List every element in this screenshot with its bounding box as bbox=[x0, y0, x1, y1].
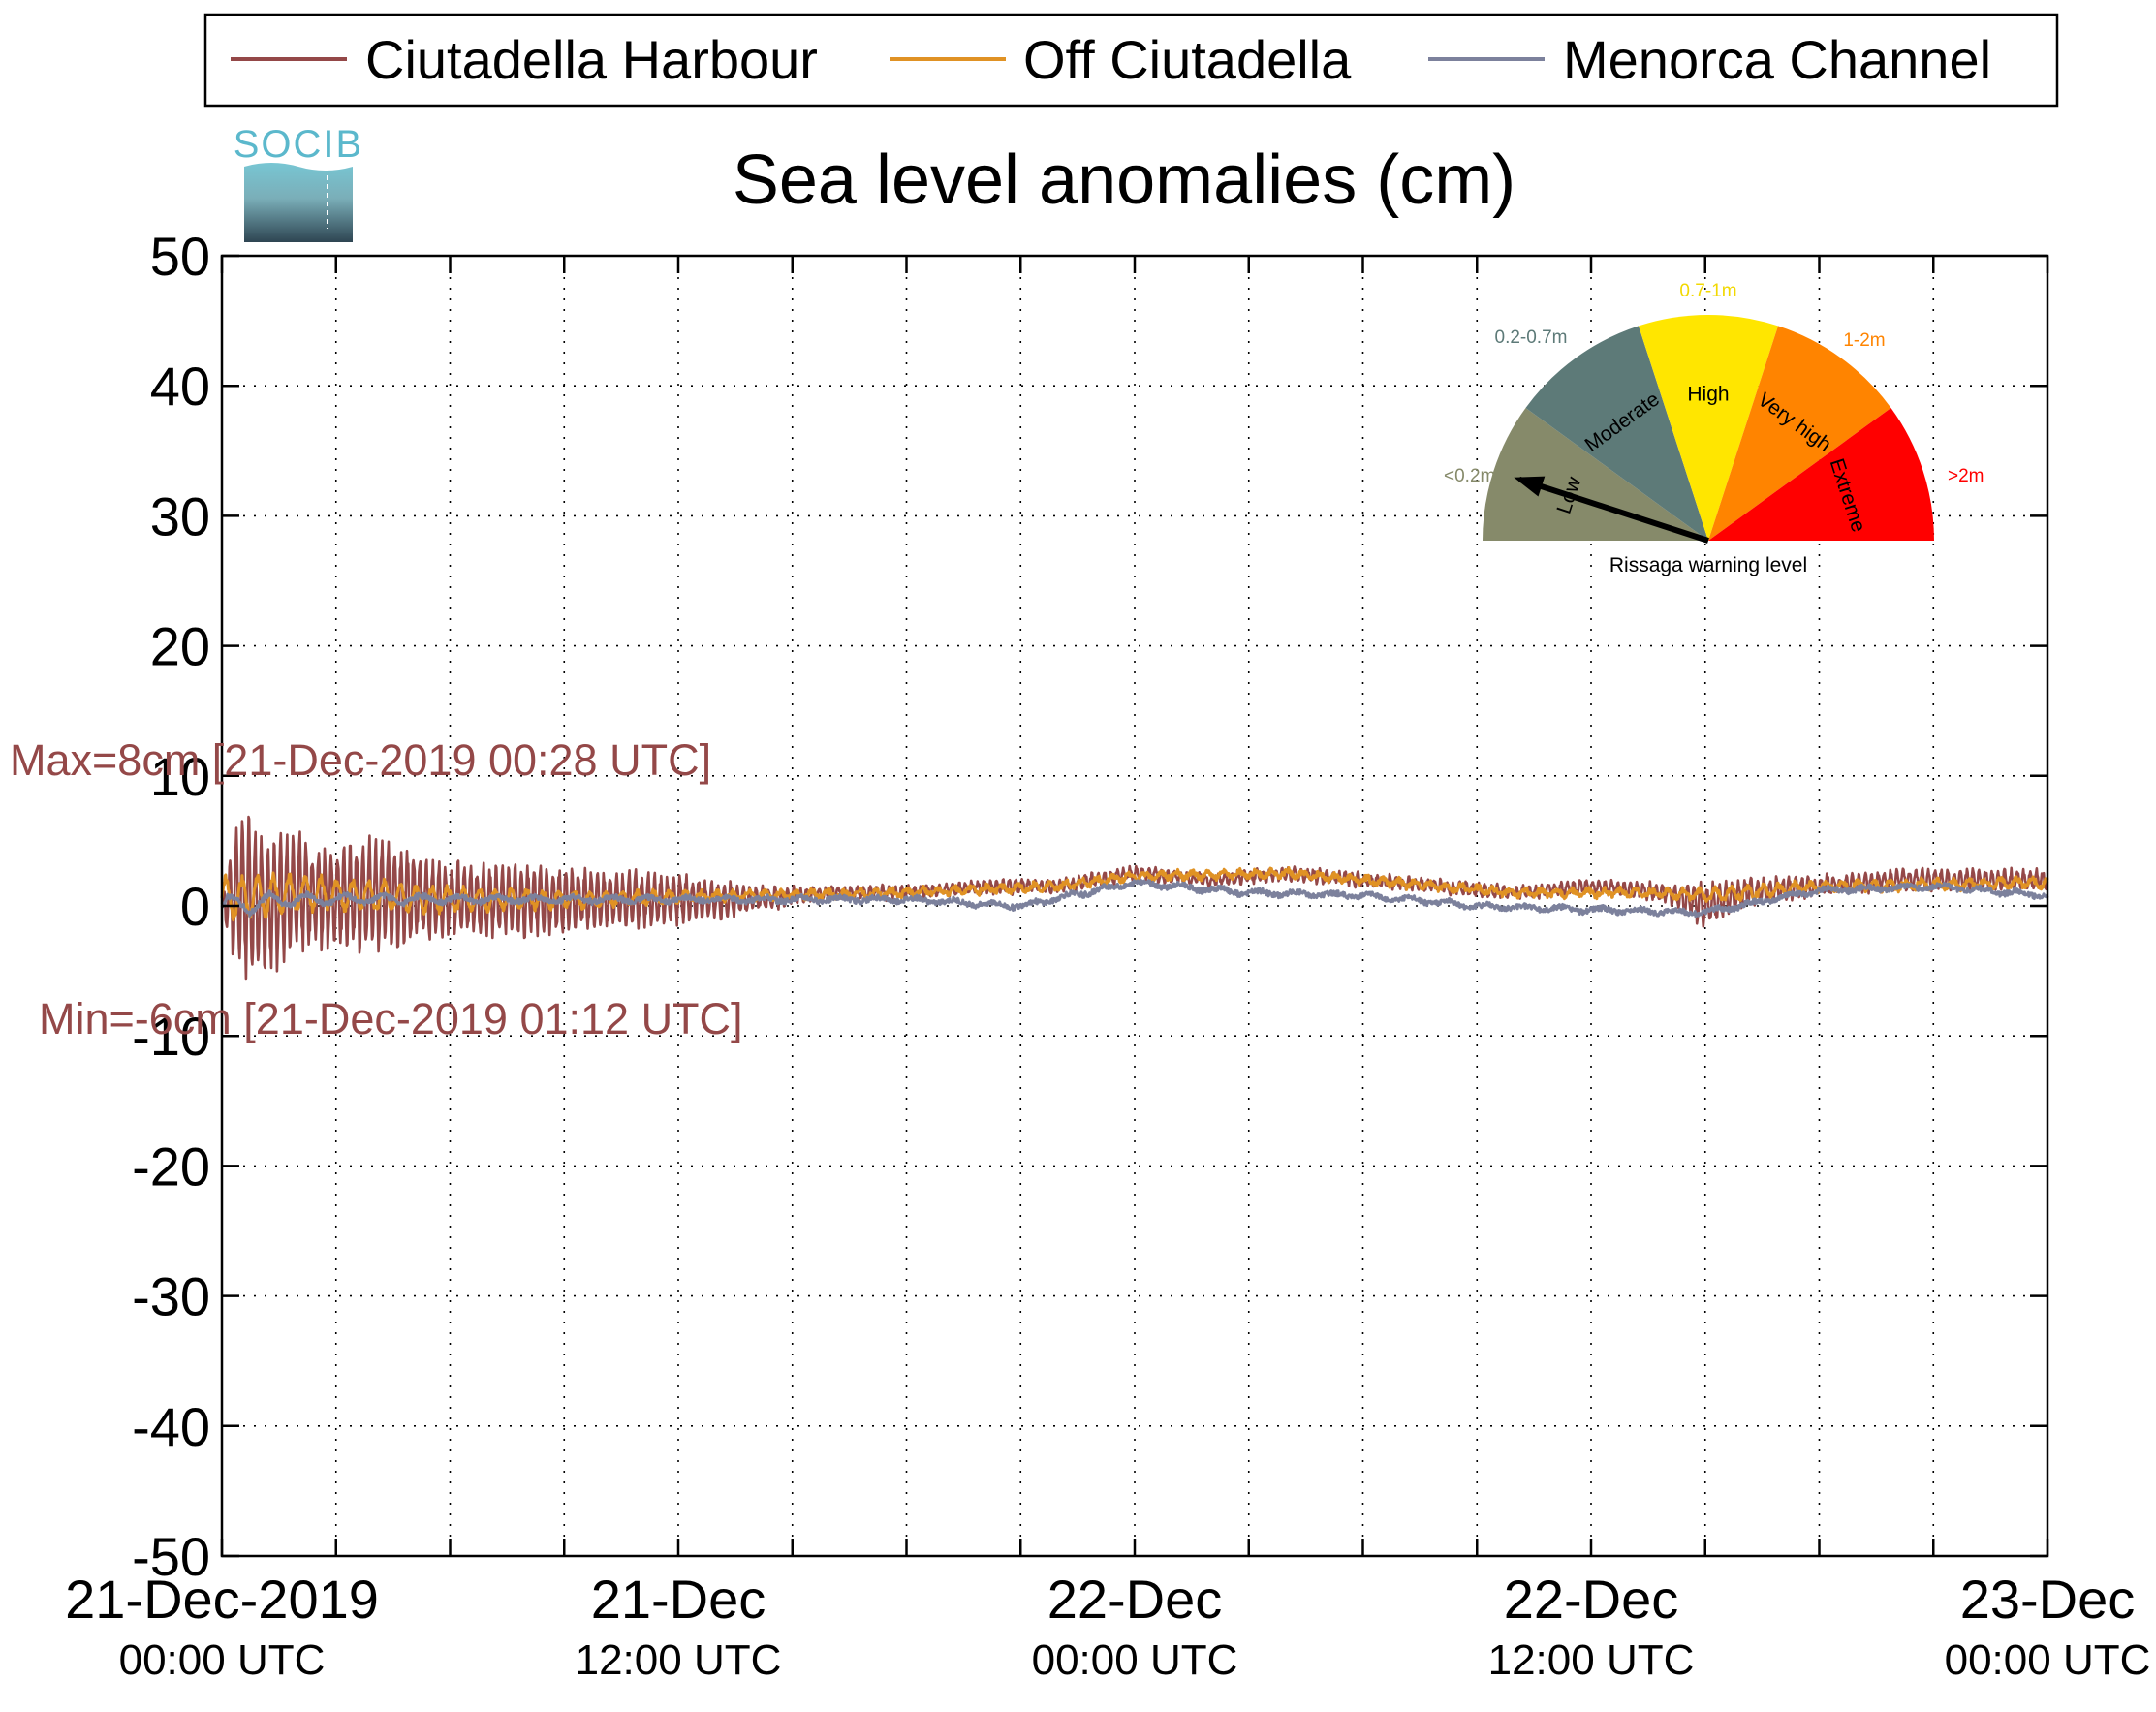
x-tick-label-time: 12:00 UTC bbox=[1488, 1636, 1695, 1684]
x-tick-label-date: 23-Dec bbox=[1960, 1569, 2136, 1630]
legend-label-off-ciutadella: Off Ciutadella bbox=[1023, 29, 1352, 90]
y-tick-label: 10 bbox=[150, 746, 210, 807]
annotations: Max=8cm [21-Dec-2019 00:28 UTC] Min=-6cm… bbox=[10, 735, 743, 1043]
socib-logo: SOCIB bbox=[234, 123, 363, 242]
gauge-needle-head bbox=[1514, 476, 1546, 497]
gauge-range-extreme: >2m bbox=[1948, 466, 1984, 486]
gauge-range-low: <0.2m bbox=[1444, 466, 1495, 486]
gauge-segment-high bbox=[1639, 314, 1778, 541]
gauge-range-very-high: 1-2m bbox=[1843, 330, 1885, 351]
series-line-menorca-channel bbox=[220, 878, 2049, 918]
series-lines bbox=[220, 815, 2049, 981]
legend-label-menorca-channel: Menorca Channel bbox=[1563, 29, 1991, 90]
socib-logo-text: SOCIB bbox=[234, 123, 363, 166]
y-tick-label: 40 bbox=[150, 356, 210, 417]
gauge-segment-low bbox=[1483, 408, 1708, 541]
legend-box bbox=[203, 13, 2059, 108]
series-line-off-ciutadella bbox=[220, 866, 2049, 922]
y-tick-label: -20 bbox=[132, 1136, 210, 1197]
y-tick-label: -40 bbox=[132, 1396, 210, 1457]
x-tick-label-time: 12:00 UTC bbox=[576, 1636, 782, 1684]
gauge-label-high: High bbox=[1687, 384, 1729, 406]
y-tick-label: -50 bbox=[132, 1526, 210, 1587]
y-tick-label: -30 bbox=[132, 1266, 210, 1327]
gauge-range-high: 0.7-1m bbox=[1679, 281, 1736, 301]
gauge-segment-very-high bbox=[1708, 326, 1891, 541]
x-tick-label-time: 00:00 UTC bbox=[1945, 1636, 2151, 1684]
x-tick-label-date: 21-Dec-2019 bbox=[65, 1569, 379, 1630]
gauge-needle bbox=[1518, 476, 1709, 544]
x-tick-label-time: 00:00 UTC bbox=[119, 1636, 326, 1684]
max-annotation: Max=8cm [21-Dec-2019 00:28 UTC] bbox=[10, 735, 711, 785]
y-tick-label: 20 bbox=[150, 616, 210, 677]
x-tick-label-date: 21-Dec bbox=[591, 1569, 766, 1630]
gauge-segment-extreme bbox=[1708, 408, 1934, 541]
legend-label-ciutadella-harbour: Ciutadella Harbour bbox=[365, 29, 818, 90]
y-tick-label: 0 bbox=[180, 876, 210, 937]
legend: Ciutadella Harbour Off Ciutadella Menorc… bbox=[203, 13, 2059, 108]
gauge-title: Rissaga warning level bbox=[1609, 554, 1807, 576]
gauge-range-moderate: 0.2-0.7m bbox=[1495, 327, 1568, 348]
x-tick-label-date: 22-Dec bbox=[1047, 1569, 1223, 1630]
min-annotation: Min=-6cm [21-Dec-2019 01:12 UTC] bbox=[39, 994, 743, 1043]
gauge-segment-moderate bbox=[1525, 326, 1708, 541]
x-tick-label-time: 00:00 UTC bbox=[1032, 1636, 1238, 1684]
y-tick-label: 50 bbox=[150, 226, 210, 287]
y-tick-label: 30 bbox=[150, 485, 210, 546]
y-tick-label: -10 bbox=[132, 1006, 210, 1067]
x-tick-label-date: 22-Dec bbox=[1504, 1569, 1679, 1630]
chart-title: Sea level anomalies (cm) bbox=[733, 141, 1515, 219]
